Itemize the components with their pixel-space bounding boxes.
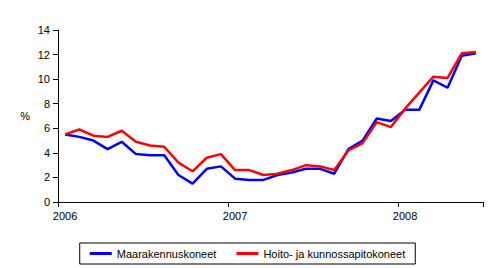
svg-text:10: 10: [38, 73, 50, 85]
svg-text:12: 12: [38, 49, 50, 61]
svg-text:6: 6: [44, 122, 50, 134]
svg-text:4: 4: [44, 147, 50, 159]
svg-text:2008: 2008: [393, 210, 417, 222]
svg-text:0: 0: [44, 196, 50, 208]
svg-text:Maarakennuskoneet: Maarakennuskoneet: [117, 248, 217, 260]
svg-text:2007: 2007: [223, 210, 247, 222]
svg-text:2006: 2006: [53, 210, 77, 222]
svg-text:14: 14: [38, 24, 50, 36]
svg-text:Hoito- ja kunnossapitokoneet: Hoito- ja kunnossapitokoneet: [263, 248, 405, 260]
svg-text:%: %: [20, 110, 30, 122]
svg-text:2: 2: [44, 171, 50, 183]
svg-text:8: 8: [44, 98, 50, 110]
